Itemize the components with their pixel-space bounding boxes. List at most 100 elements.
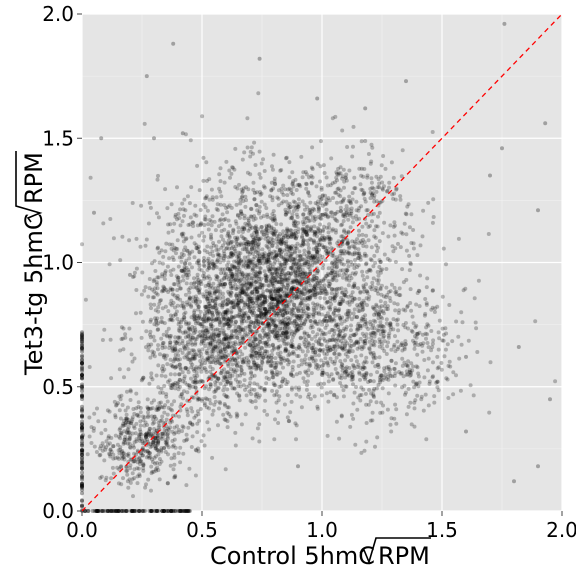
data-point xyxy=(332,337,337,342)
data-point xyxy=(174,246,179,251)
data-point xyxy=(378,286,383,291)
data-point xyxy=(386,290,391,295)
data-point xyxy=(335,209,340,214)
data-point xyxy=(239,209,243,213)
data-point xyxy=(304,172,309,177)
data-point xyxy=(150,261,154,266)
data-point xyxy=(240,335,245,339)
data-point xyxy=(225,309,229,314)
data-point xyxy=(367,387,372,392)
data-point xyxy=(116,401,120,406)
data-point xyxy=(194,365,199,370)
data-point xyxy=(287,360,292,365)
data-point xyxy=(281,192,286,197)
data-point xyxy=(183,292,188,297)
data-point xyxy=(352,283,357,288)
data-point xyxy=(288,228,293,233)
data-point xyxy=(283,323,288,328)
data-point xyxy=(217,316,221,321)
data-point xyxy=(234,221,239,226)
data-point xyxy=(236,229,241,234)
data-point xyxy=(360,331,365,336)
data-point xyxy=(345,145,350,149)
data-point xyxy=(319,238,324,243)
data-point xyxy=(296,291,300,296)
data-point xyxy=(166,405,171,410)
data-point xyxy=(94,450,99,454)
data-point xyxy=(243,387,247,392)
data-point xyxy=(309,293,314,298)
data-point xyxy=(350,271,355,276)
data-point xyxy=(263,295,267,300)
data-point xyxy=(356,208,361,213)
data-point xyxy=(300,235,305,240)
data-point xyxy=(386,377,391,382)
data-point xyxy=(272,297,277,302)
data-point xyxy=(127,430,132,435)
data-point xyxy=(245,116,250,121)
data-point xyxy=(125,389,129,394)
data-point xyxy=(289,190,294,195)
data-point xyxy=(190,335,195,340)
data-point xyxy=(226,230,231,235)
data-point xyxy=(411,379,416,384)
data-point xyxy=(171,443,176,448)
data-point xyxy=(159,436,164,441)
data-point xyxy=(196,305,201,310)
data-point xyxy=(297,345,301,350)
data-point xyxy=(456,236,461,241)
data-point xyxy=(279,287,283,292)
data-point xyxy=(342,251,347,256)
data-point xyxy=(176,335,181,340)
data-point xyxy=(364,208,369,213)
data-point xyxy=(109,476,114,481)
data-point xyxy=(185,342,190,347)
data-point xyxy=(199,341,204,346)
data-point xyxy=(388,299,393,303)
data-point xyxy=(353,442,358,447)
data-point xyxy=(242,241,247,246)
data-point xyxy=(202,234,207,239)
data-point xyxy=(228,292,233,297)
data-point xyxy=(244,185,249,190)
data-point xyxy=(344,210,349,215)
data-point xyxy=(149,400,154,405)
data-point xyxy=(289,265,294,270)
data-point xyxy=(183,270,188,275)
data-point xyxy=(347,199,352,204)
data-point xyxy=(364,336,369,340)
data-point xyxy=(147,381,152,386)
data-point xyxy=(296,364,301,368)
data-point xyxy=(221,374,226,379)
data-point xyxy=(143,432,148,437)
data-point xyxy=(251,301,256,305)
data-point xyxy=(215,258,220,263)
data-point xyxy=(179,259,184,264)
data-point xyxy=(223,273,228,278)
data-point xyxy=(214,316,219,321)
data-point xyxy=(230,272,235,277)
data-point xyxy=(161,340,166,345)
data-point xyxy=(340,341,345,346)
data-point xyxy=(386,391,391,396)
data-point xyxy=(404,212,409,217)
data-point xyxy=(159,448,164,453)
data-point xyxy=(345,241,350,246)
data-point xyxy=(321,278,326,283)
data-point xyxy=(240,319,244,324)
data-point xyxy=(329,328,334,332)
data-point xyxy=(318,253,323,258)
data-point xyxy=(440,294,445,299)
data-point xyxy=(215,275,220,280)
data-point xyxy=(178,223,183,228)
data-point xyxy=(179,251,184,256)
data-point xyxy=(107,441,112,446)
data-point xyxy=(302,322,306,327)
data-point xyxy=(283,377,288,382)
data-point xyxy=(336,186,341,191)
data-point xyxy=(189,376,193,381)
data-point xyxy=(350,370,355,374)
data-point xyxy=(137,438,142,443)
data-point xyxy=(241,264,246,269)
data-point xyxy=(219,234,224,239)
